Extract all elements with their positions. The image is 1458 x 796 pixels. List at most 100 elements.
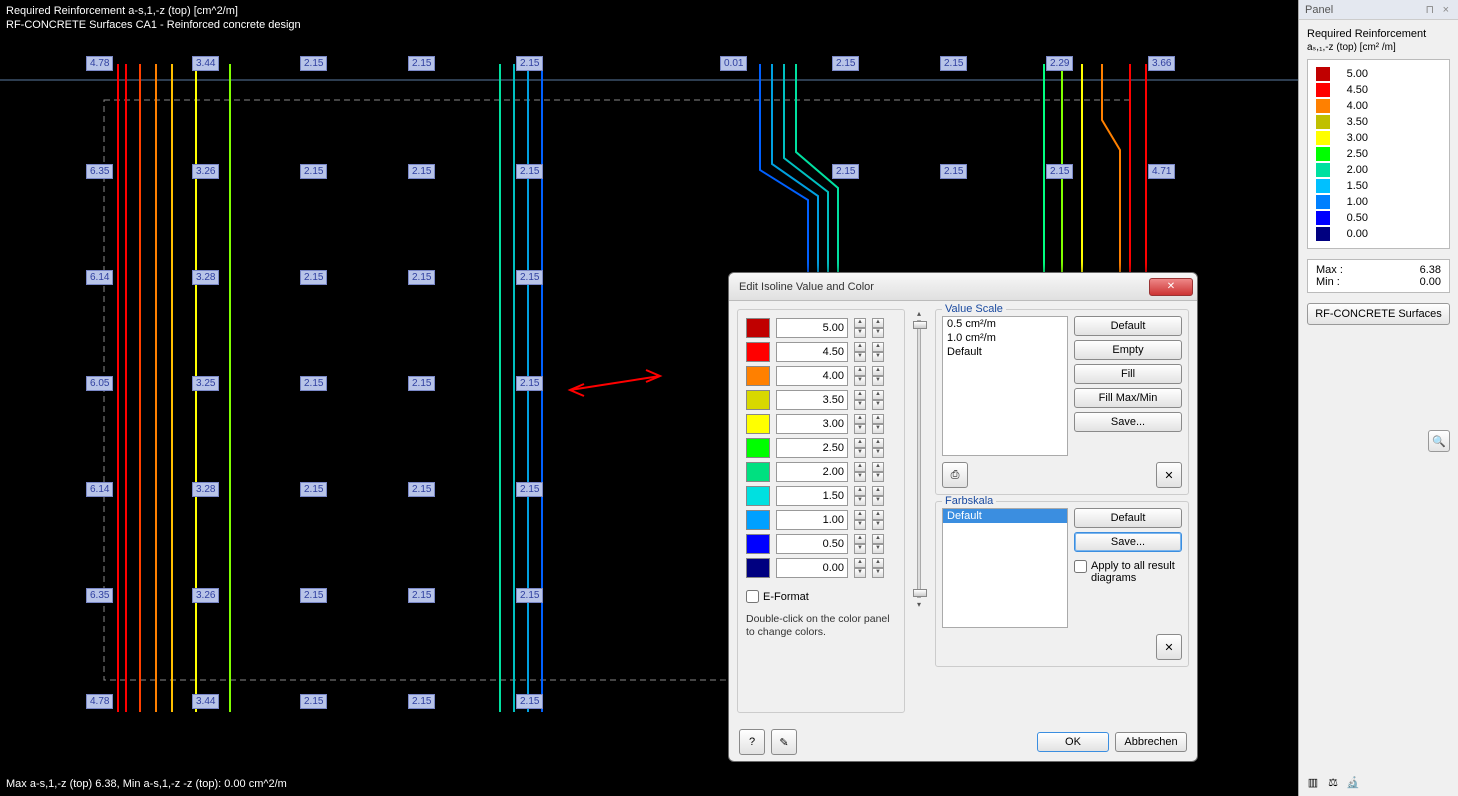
spin-up-icon[interactable]: ▲ xyxy=(854,534,866,544)
color-swatch[interactable] xyxy=(746,462,770,482)
spin-up-icon[interactable]: ▲ xyxy=(872,558,884,568)
value-input[interactable] xyxy=(776,510,848,530)
dialog-titlebar[interactable]: Edit Isoline Value and Color ✕ xyxy=(729,273,1197,301)
spin-down-icon[interactable]: ▼ xyxy=(872,472,884,482)
spin-up-icon[interactable]: ▲ xyxy=(872,318,884,328)
value-input[interactable] xyxy=(776,366,848,386)
color-swatch[interactable] xyxy=(746,438,770,458)
color-swatch[interactable] xyxy=(746,414,770,434)
spin-up-icon[interactable]: ▲ xyxy=(872,366,884,376)
edit-icon[interactable]: ✎ xyxy=(771,729,797,755)
list-item[interactable]: 0.5 cm²/m xyxy=(943,317,1067,331)
microscope-icon[interactable]: 🔬 xyxy=(1345,774,1361,790)
import-icon[interactable]: ⎙ xyxy=(942,462,968,488)
ok-button[interactable]: OK xyxy=(1037,732,1109,752)
spin-down-icon[interactable]: ▼ xyxy=(854,424,866,434)
spin-up-icon[interactable]: ▲ xyxy=(872,438,884,448)
color-swatch[interactable] xyxy=(746,390,770,410)
zoom-icon[interactable]: 🔍 xyxy=(1428,430,1450,452)
value-input[interactable] xyxy=(776,390,848,410)
panel-close-icon[interactable]: × xyxy=(1443,4,1452,16)
spin-down-icon[interactable]: ▼ xyxy=(854,328,866,338)
spin-up-icon[interactable]: ▲ xyxy=(872,534,884,544)
list-item[interactable]: Default xyxy=(943,509,1067,523)
color-swatch[interactable] xyxy=(746,342,770,362)
spin-up-icon[interactable]: ▲ xyxy=(854,462,866,472)
delete-icon[interactable]: ✕ xyxy=(1156,462,1182,488)
spin-down-icon[interactable]: ▼ xyxy=(854,496,866,506)
spin-down-icon[interactable]: ▼ xyxy=(872,400,884,410)
spin-down-icon[interactable]: ▼ xyxy=(854,544,866,554)
spin-up-icon[interactable]: ▲ xyxy=(854,510,866,520)
value-input[interactable] xyxy=(776,438,848,458)
farb-delete-icon[interactable]: ✕ xyxy=(1156,634,1182,660)
spin-down-icon[interactable]: ▼ xyxy=(872,376,884,386)
color-swatch[interactable] xyxy=(746,510,770,530)
spin-up-icon[interactable]: ▲ xyxy=(854,318,866,328)
farb-save-button[interactable]: Save... xyxy=(1074,532,1182,552)
value-scale-list[interactable]: 0.5 cm²/m1.0 cm²/mDefault xyxy=(942,316,1068,456)
spin-up-icon[interactable]: ▲ xyxy=(854,390,866,400)
panel-header[interactable]: Panel ⊓ × xyxy=(1299,0,1458,20)
spin-up-icon[interactable]: ▲ xyxy=(854,414,866,424)
value-input[interactable] xyxy=(776,558,848,578)
spin-up-icon[interactable]: ▲ xyxy=(854,366,866,376)
spin-down-icon[interactable]: ▼ xyxy=(872,424,884,434)
fill-button[interactable]: Fill xyxy=(1074,364,1182,384)
cancel-button[interactable]: Abbrechen xyxy=(1115,732,1187,752)
default-button[interactable]: Default xyxy=(1074,316,1182,336)
save-button[interactable]: Save... xyxy=(1074,412,1182,432)
value-input[interactable] xyxy=(776,318,848,338)
spin-down-icon[interactable]: ▼ xyxy=(854,376,866,386)
color-swatch[interactable] xyxy=(746,534,770,554)
empty-button[interactable]: Empty xyxy=(1074,340,1182,360)
spin-down-icon[interactable]: ▼ xyxy=(854,448,866,458)
range-slider[interactable]: ▴ ▾ xyxy=(911,309,927,609)
spin-down-icon[interactable]: ▼ xyxy=(872,496,884,506)
spin-down-icon[interactable]: ▼ xyxy=(872,328,884,338)
spin-up-icon[interactable]: ▲ xyxy=(854,558,866,568)
spin-down-icon[interactable]: ▼ xyxy=(854,352,866,362)
spin-up-icon[interactable]: ▲ xyxy=(854,438,866,448)
spin-down-icon[interactable]: ▼ xyxy=(872,568,884,578)
color-swatch[interactable] xyxy=(746,366,770,386)
color-legend[interactable]: 5.004.504.003.503.002.502.001.501.000.50… xyxy=(1307,59,1450,249)
apply-all-checkbox[interactable] xyxy=(1074,560,1087,573)
spin-down-icon[interactable]: ▼ xyxy=(854,472,866,482)
color-swatch[interactable] xyxy=(746,486,770,506)
spin-up-icon[interactable]: ▲ xyxy=(872,462,884,472)
spin-up-icon[interactable]: ▲ xyxy=(872,390,884,400)
spin-down-icon[interactable]: ▼ xyxy=(854,568,866,578)
spin-down-icon[interactable]: ▼ xyxy=(872,448,884,458)
spin-down-icon[interactable]: ▼ xyxy=(872,544,884,554)
color-swatch[interactable] xyxy=(746,558,770,578)
e-format-checkbox[interactable] xyxy=(746,590,759,603)
spin-up-icon[interactable]: ▲ xyxy=(872,414,884,424)
pin-icon[interactable]: ⊓ xyxy=(1425,4,1437,16)
spin-up-icon[interactable]: ▲ xyxy=(872,342,884,352)
help-icon[interactable]: ? xyxy=(739,729,765,755)
spin-down-icon[interactable]: ▼ xyxy=(854,400,866,410)
close-icon[interactable]: ✕ xyxy=(1149,278,1193,296)
color-swatch[interactable] xyxy=(746,318,770,338)
farb-default-button[interactable]: Default xyxy=(1074,508,1182,528)
spin-up-icon[interactable]: ▲ xyxy=(872,486,884,496)
value-input[interactable] xyxy=(776,462,848,482)
spin-down-icon[interactable]: ▼ xyxy=(872,520,884,530)
spin-up-icon[interactable]: ▲ xyxy=(872,510,884,520)
farbskala-list[interactable]: Default xyxy=(942,508,1068,628)
value-input[interactable] xyxy=(776,486,848,506)
value-input[interactable] xyxy=(776,342,848,362)
list-item[interactable]: Default xyxy=(943,345,1067,359)
spin-down-icon[interactable]: ▼ xyxy=(872,352,884,362)
module-button[interactable]: RF-CONCRETE Surfaces xyxy=(1307,303,1450,325)
palette-icon[interactable]: ▥ xyxy=(1305,774,1321,790)
balance-icon[interactable]: ⚖ xyxy=(1325,774,1341,790)
spin-down-icon[interactable]: ▼ xyxy=(854,520,866,530)
list-item[interactable]: 1.0 cm²/m xyxy=(943,331,1067,345)
spin-up-icon[interactable]: ▲ xyxy=(854,342,866,352)
value-input[interactable] xyxy=(776,534,848,554)
fill-maxmin-button[interactable]: Fill Max/Min xyxy=(1074,388,1182,408)
value-input[interactable] xyxy=(776,414,848,434)
spin-up-icon[interactable]: ▲ xyxy=(854,486,866,496)
